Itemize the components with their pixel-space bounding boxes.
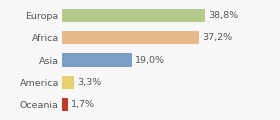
- Bar: [62, 9, 205, 22]
- Bar: [62, 76, 74, 89]
- Text: 19,0%: 19,0%: [135, 55, 165, 65]
- Text: 37,2%: 37,2%: [202, 33, 232, 42]
- Bar: [62, 31, 199, 44]
- Bar: [62, 53, 132, 67]
- Text: 38,8%: 38,8%: [208, 11, 238, 20]
- Bar: [62, 98, 68, 111]
- Text: 1,7%: 1,7%: [71, 100, 95, 109]
- Text: 3,3%: 3,3%: [77, 78, 101, 87]
